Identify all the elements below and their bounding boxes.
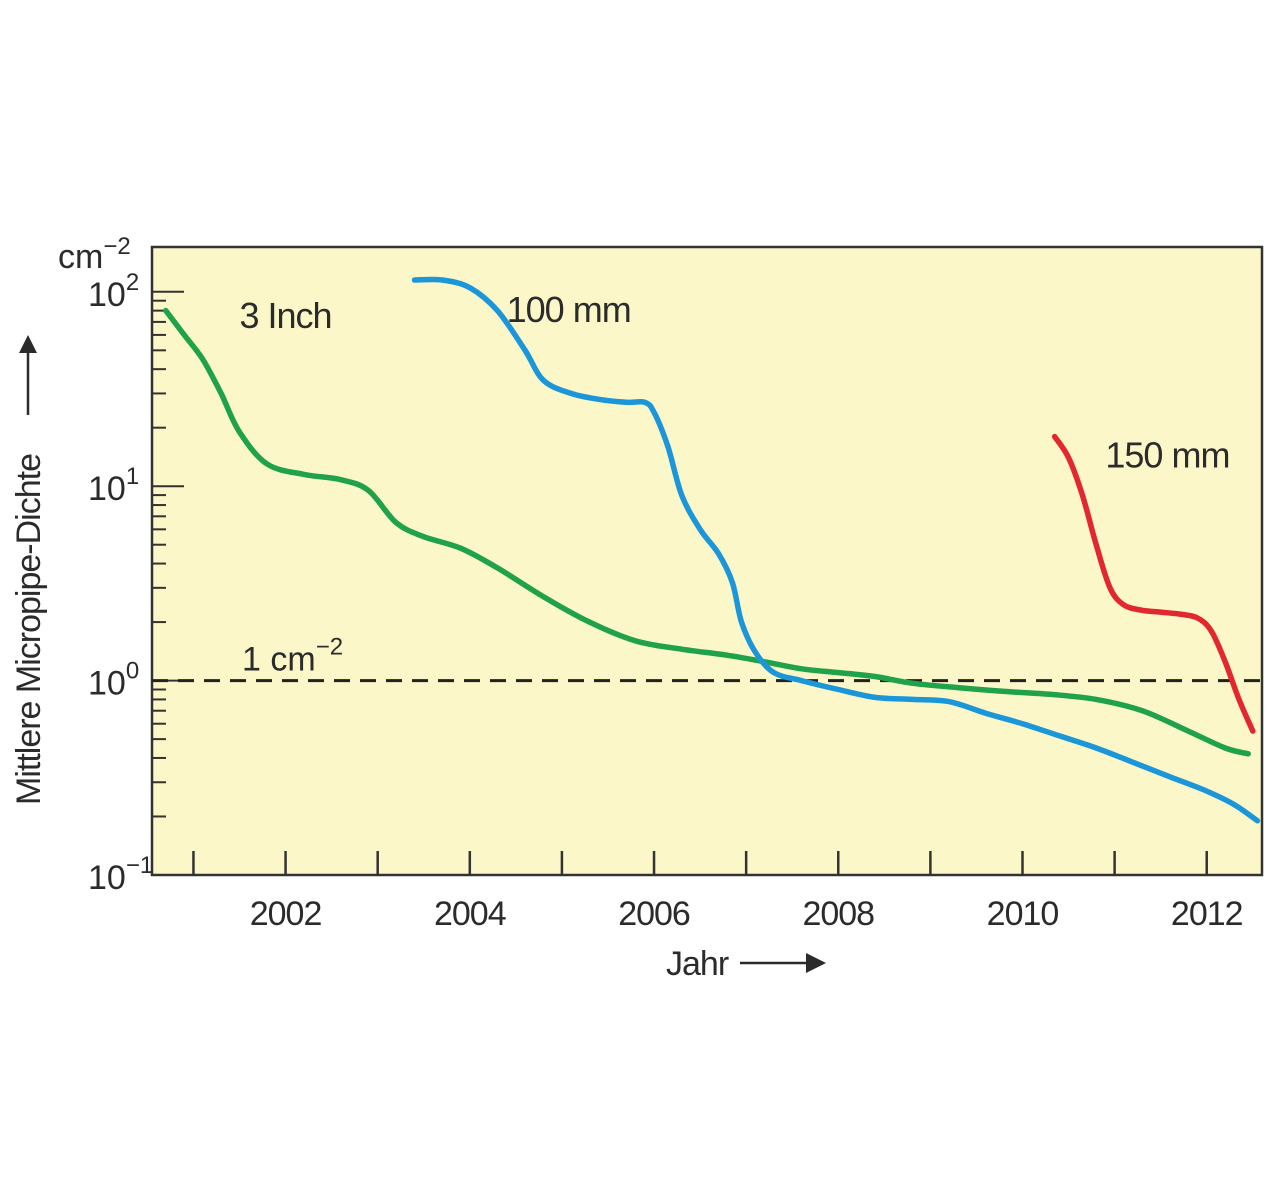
series-label: 3 Inch — [240, 295, 332, 336]
y-tick-label: 10−1 — [88, 852, 153, 897]
series-line — [411, 276, 1261, 824]
series-lines — [163, 276, 1261, 824]
labels: 2002 2004 2006 2008 2010 2012 10−1 100 101 102 1 c… — [88, 269, 1244, 933]
y-tick-label: 102 — [88, 269, 139, 314]
plot-area — [150, 245, 1264, 877]
y-axis-arrow-head — [19, 335, 37, 353]
x-tick-label: 2008 — [802, 895, 874, 933]
series-label: 150 mm — [1105, 434, 1229, 475]
series-line — [1051, 433, 1256, 734]
y-tick-label: 101 — [88, 463, 139, 508]
reference-line-label: 1 cm−2 — [242, 634, 343, 679]
series-line — [163, 307, 1251, 757]
x-tick-label: 2006 — [618, 895, 690, 933]
x-axis-title: Jahr — [666, 945, 729, 983]
x-tick-label: 2010 — [987, 895, 1059, 933]
series-label: 100 mm — [507, 289, 631, 330]
y-tick-label: 100 — [88, 658, 139, 703]
x-tick-label: 2002 — [250, 895, 322, 933]
y-axis-title: Mittlere Micropipe-Dichte — [10, 454, 48, 805]
y-axis-title-group: Mittlere Micropipe-Dichte — [10, 335, 48, 805]
x-tick-label: 2012 — [1171, 895, 1243, 933]
x-tick-label: 2004 — [434, 895, 506, 933]
x-axis-arrow-head — [806, 953, 826, 973]
y-unit-label: cm−2 — [58, 233, 131, 276]
